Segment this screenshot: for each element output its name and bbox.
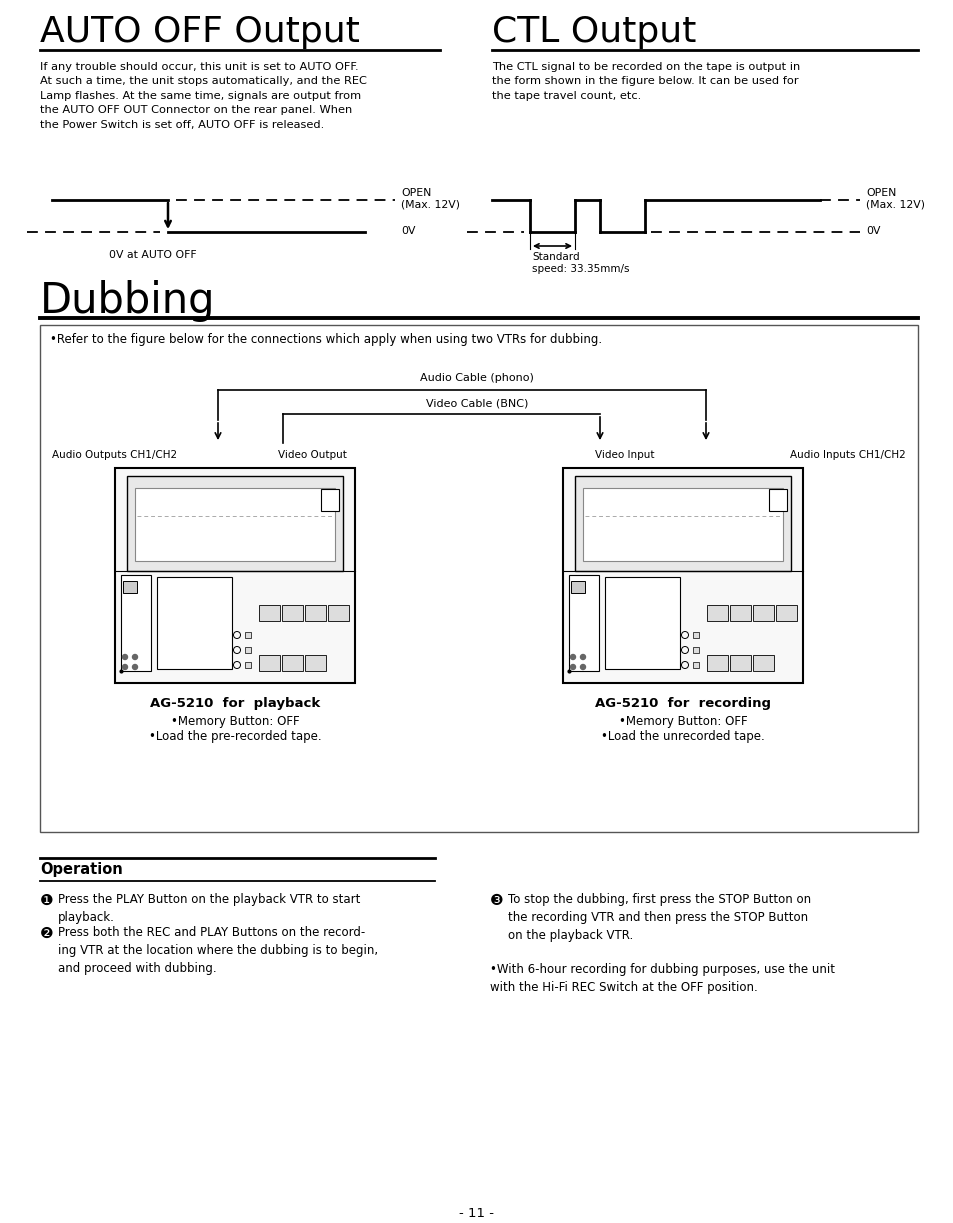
- Text: AG-5210  for  recording: AG-5210 for recording: [595, 697, 770, 711]
- Bar: [305, 605, 326, 621]
- Text: Press the PLAY Button on the playback VTR to start
playback.: Press the PLAY Button on the playback VT…: [58, 893, 360, 925]
- Text: •With 6-hour recording for dubbing purposes, use the unit
with the Hi-Fi REC Swi: •With 6-hour recording for dubbing purpo…: [490, 963, 834, 994]
- Text: Press both the REC and PLAY Buttons on the record-
ing VTR at the location where: Press both the REC and PLAY Buttons on t…: [58, 926, 377, 975]
- Bar: [258, 605, 280, 621]
- Text: Audio Inputs CH1/CH2: Audio Inputs CH1/CH2: [789, 450, 905, 460]
- Text: •Refer to the figure below for the connections which apply when using two VTRs f: •Refer to the figure below for the conne…: [50, 333, 601, 346]
- Text: Video Output: Video Output: [277, 450, 347, 460]
- Text: •Memory Button: OFF: •Memory Button: OFF: [618, 715, 746, 728]
- Bar: [729, 605, 750, 621]
- Circle shape: [132, 654, 137, 659]
- Bar: [729, 656, 750, 671]
- Text: If any trouble should occur, this unit is set to AUTO OFF.
At such a time, the u: If any trouble should occur, this unit i…: [40, 62, 367, 130]
- Bar: [258, 656, 280, 671]
- Text: AG-5210  for  playback: AG-5210 for playback: [150, 697, 320, 711]
- Bar: [575, 476, 790, 571]
- Text: Operation: Operation: [40, 862, 123, 877]
- Bar: [245, 662, 251, 668]
- Text: AUTO OFF Output: AUTO OFF Output: [40, 15, 359, 49]
- Text: - 11 -: - 11 -: [459, 1207, 494, 1221]
- Bar: [282, 605, 303, 621]
- Text: CTL Output: CTL Output: [492, 15, 696, 49]
- Text: Standard
speed: 33.35mm/s: Standard speed: 33.35mm/s: [532, 252, 629, 274]
- Bar: [752, 656, 773, 671]
- Bar: [40, 325, 917, 832]
- Bar: [320, 489, 338, 511]
- Bar: [752, 605, 773, 621]
- Text: OPEN
(Max. 12V): OPEN (Max. 12V): [400, 188, 459, 210]
- Bar: [127, 476, 343, 571]
- Bar: [282, 656, 303, 671]
- Bar: [115, 468, 355, 682]
- Bar: [245, 647, 251, 653]
- Text: ❶: ❶: [40, 893, 53, 907]
- Text: Video Input: Video Input: [595, 450, 654, 460]
- Bar: [157, 577, 232, 669]
- Text: 0V at AUTO OFF: 0V at AUTO OFF: [109, 249, 196, 260]
- Bar: [582, 488, 782, 561]
- Bar: [706, 605, 727, 621]
- Text: •Load the pre-recorded tape.: •Load the pre-recorded tape.: [149, 730, 321, 744]
- Bar: [571, 581, 584, 593]
- Circle shape: [122, 664, 128, 669]
- Text: Dubbing: Dubbing: [40, 280, 215, 322]
- Bar: [692, 632, 699, 638]
- Bar: [245, 632, 251, 638]
- Bar: [328, 605, 349, 621]
- Bar: [135, 488, 335, 561]
- Text: OPEN
(Max. 12V): OPEN (Max. 12V): [865, 188, 924, 210]
- Bar: [706, 656, 727, 671]
- Bar: [123, 581, 137, 593]
- Bar: [604, 577, 679, 669]
- Text: ❸: ❸: [490, 893, 503, 907]
- Circle shape: [579, 654, 585, 659]
- Text: •Memory Button: OFF: •Memory Button: OFF: [171, 715, 299, 728]
- Text: 0V: 0V: [400, 226, 416, 236]
- Bar: [568, 575, 598, 671]
- Bar: [768, 489, 786, 511]
- Circle shape: [570, 664, 575, 669]
- Text: To stop the dubbing, first press the STOP Button on
the recording VTR and then p: To stop the dubbing, first press the STO…: [507, 893, 810, 942]
- Circle shape: [132, 664, 137, 669]
- Text: Video Cable (BNC): Video Cable (BNC): [425, 397, 528, 408]
- Text: Audio Cable (phono): Audio Cable (phono): [419, 373, 534, 383]
- Text: The CTL signal to be recorded on the tape is output in
the form shown in the fig: The CTL signal to be recorded on the tap…: [492, 62, 800, 100]
- Bar: [692, 647, 699, 653]
- Bar: [562, 468, 802, 682]
- Bar: [121, 575, 151, 671]
- Circle shape: [579, 664, 585, 669]
- Circle shape: [122, 654, 128, 659]
- Text: Audio Outputs CH1/CH2: Audio Outputs CH1/CH2: [52, 450, 177, 460]
- Circle shape: [570, 654, 575, 659]
- Bar: [305, 656, 326, 671]
- Bar: [775, 605, 796, 621]
- Text: •Load the unrecorded tape.: •Load the unrecorded tape.: [600, 730, 764, 744]
- Text: ❷: ❷: [40, 926, 53, 940]
- Bar: [692, 662, 699, 668]
- Text: 0V: 0V: [865, 226, 880, 236]
